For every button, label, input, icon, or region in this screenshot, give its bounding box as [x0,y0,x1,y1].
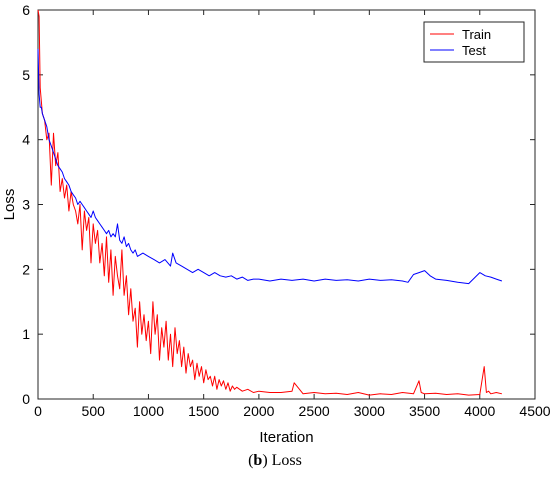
y-tick-label: 4 [22,132,30,148]
x-tick-label: 3000 [354,403,385,419]
x-tick-label: 2000 [243,403,274,419]
x-tick-label: 4000 [464,403,495,419]
y-tick-label: 5 [22,67,30,83]
caption-letter: b [253,452,263,469]
plot-area [37,9,536,400]
x-tick-label: 3500 [409,403,440,419]
y-tick-label: 0 [22,391,30,407]
y-axis-title: Loss [1,189,18,221]
legend-box [423,21,525,63]
x-tick-label: 4500 [519,403,550,419]
x-tick-label: 1500 [188,403,219,419]
series-line-test [37,48,503,285]
axis-ticks: 0 500 1000 1500 2000 2500 3000 3500 4000 4500 0 1 2 3… [22,2,550,419]
legend-label: Test [462,43,486,58]
x-tick-label: 1000 [133,403,164,419]
y-tick-label: 1 [22,326,30,342]
series-layer [37,9,503,396]
legend-label: Train [462,27,491,42]
y-tick-label: 3 [22,197,30,213]
x-axis-title: Iteration [259,429,313,446]
series-line-train [37,9,503,396]
x-tick-label: 2500 [299,403,330,419]
x-tick-label: 0 [34,403,42,419]
caption-text: Loss [271,452,302,469]
figure-caption: (b) Loss [248,452,302,469]
loss-chart: 0 500 1000 1500 2000 2500 3000 3500 4000 4500 0 1 2 3… [1,2,550,446]
x-tick-label: 500 [82,403,106,419]
y-tick-label: 2 [22,261,30,277]
y-tick-label: 6 [22,2,30,18]
